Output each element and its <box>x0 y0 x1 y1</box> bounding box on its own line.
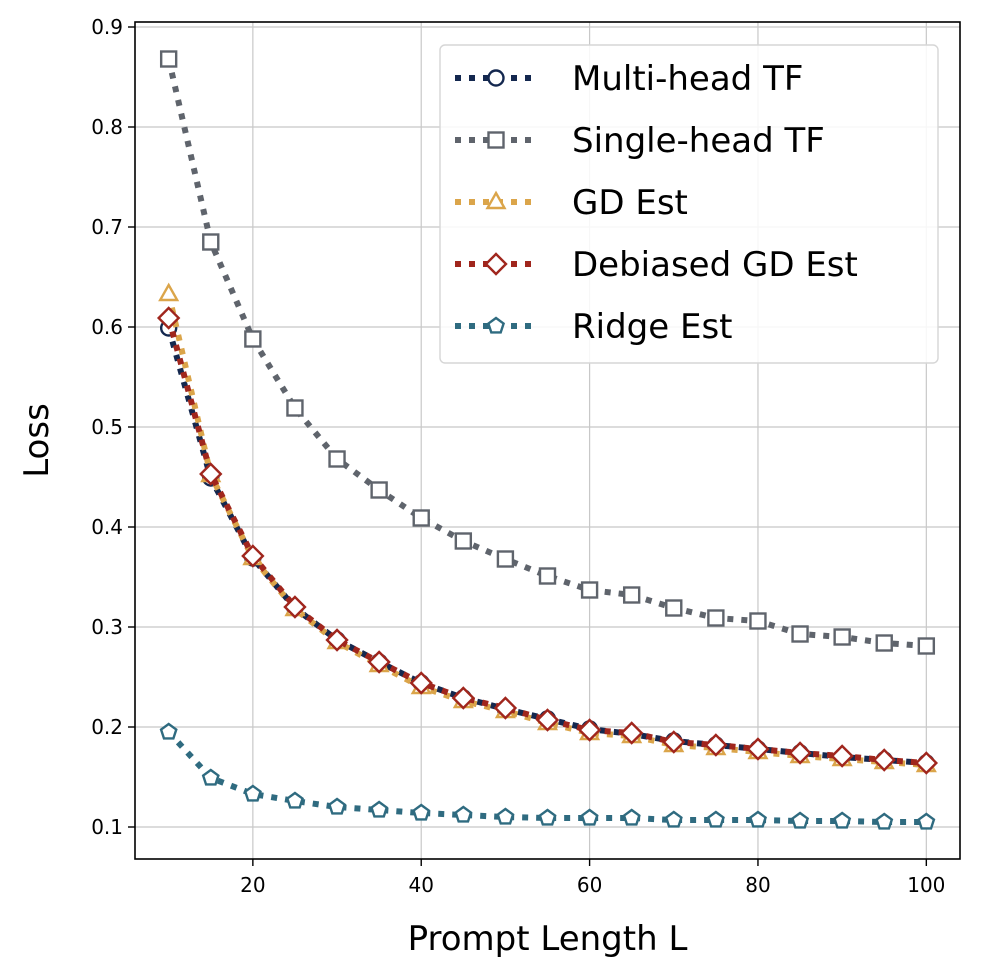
data-point <box>580 581 599 599</box>
data-point <box>665 599 683 617</box>
data-point <box>493 696 518 720</box>
data-point <box>367 650 391 674</box>
data-point <box>370 481 388 499</box>
legend-item: Ridge Est <box>455 307 733 347</box>
data-point <box>412 509 430 527</box>
data-point <box>833 811 852 829</box>
data-point <box>451 686 476 710</box>
data-point <box>454 805 473 823</box>
x-tick-label: 40 <box>408 873 433 897</box>
data-point <box>328 797 347 815</box>
data-point <box>707 609 725 627</box>
y-tick-label: 0.9 <box>91 15 123 39</box>
data-point <box>622 808 641 826</box>
legend-label: Debiased GD Est <box>572 245 858 285</box>
data-point <box>706 810 725 828</box>
ticks: 20 40 60 80 100 0.1 0.2 0.3 0.4 0.5 0.6 0.7 0.8 0.9 <box>91 15 945 897</box>
data-point <box>749 612 767 630</box>
data-point <box>580 808 599 826</box>
data-point <box>286 399 304 417</box>
data-point <box>454 532 473 550</box>
x-tick-label: 20 <box>240 873 265 897</box>
legend-marker <box>484 252 508 276</box>
legend-label: Multi-head TF <box>572 59 803 99</box>
data-point <box>158 282 180 302</box>
data-point <box>535 708 560 732</box>
data-point <box>875 634 893 652</box>
legend-box <box>439 44 939 364</box>
data-point <box>328 450 346 468</box>
data-point <box>875 812 894 830</box>
series-single-head-tf <box>159 50 936 655</box>
data-point <box>833 628 851 646</box>
data-point <box>791 625 809 643</box>
data-point <box>202 233 220 251</box>
legend-item: Debiased GD Est <box>455 245 858 285</box>
data-point <box>325 628 349 652</box>
data-point <box>159 722 178 740</box>
legend-marker <box>485 190 507 210</box>
data-point <box>830 744 854 768</box>
data-point <box>496 550 515 568</box>
legend-label: Ridge Est <box>572 307 733 347</box>
series-ridge-est <box>159 722 936 830</box>
data-point <box>283 595 307 619</box>
data-point <box>285 791 304 809</box>
data-point <box>538 808 557 826</box>
legend-item: Multi-head TF <box>455 59 803 99</box>
legend-label: GD Est <box>572 183 688 223</box>
data-point <box>872 748 896 772</box>
y-tick-label: 0.8 <box>91 115 123 139</box>
y-tick-label: 0.3 <box>91 615 123 639</box>
x-tick-label: 80 <box>745 873 770 897</box>
data-point <box>662 730 686 754</box>
legend-marker <box>486 316 506 334</box>
data-point <box>622 586 641 604</box>
y-axis-title: Loss <box>17 403 57 478</box>
data-point <box>791 811 810 829</box>
data-point <box>244 330 262 348</box>
data-point <box>243 784 262 802</box>
data-point <box>746 737 770 761</box>
x-axis-title: Prompt Length L <box>408 919 688 959</box>
legend-marker <box>487 69 505 87</box>
data-point <box>704 733 728 757</box>
data-point <box>917 812 936 830</box>
legend-label: Single-head TF <box>572 121 825 161</box>
y-tick-label: 0.4 <box>91 515 123 539</box>
y-tick-label: 0.2 <box>91 715 123 739</box>
x-tick-label: 100 <box>907 873 945 897</box>
data-point <box>788 741 812 765</box>
data-point <box>664 810 683 828</box>
y-tick-label: 0.7 <box>91 215 123 239</box>
legend-item: Single-head TF <box>455 121 825 161</box>
legend-marker <box>487 131 505 149</box>
x-tick-label: 60 <box>577 873 602 897</box>
legend-item: GD Est <box>455 183 688 223</box>
data-point <box>496 807 515 825</box>
data-point <box>201 768 220 786</box>
data-point <box>370 800 389 818</box>
data-point <box>409 671 433 695</box>
data-point <box>917 637 936 655</box>
data-point <box>577 718 602 742</box>
data-point <box>914 751 939 775</box>
legend: Multi-head TF Single-head TF GD Est Debiase… <box>439 44 939 364</box>
data-point <box>748 810 767 828</box>
data-point <box>241 544 265 568</box>
data-point <box>159 50 178 68</box>
data-point <box>619 721 644 745</box>
data-point <box>156 306 181 330</box>
data-point <box>412 803 431 821</box>
data-point <box>538 567 557 585</box>
y-tick-label: 0.6 <box>91 315 123 339</box>
plot-frame <box>134 21 961 860</box>
series-layer <box>156 50 939 830</box>
y-tick-label: 0.5 <box>91 415 123 439</box>
y-tick-label: 0.1 <box>91 815 123 839</box>
data-point <box>199 462 223 486</box>
series-debiased-gd-est <box>156 306 939 775</box>
